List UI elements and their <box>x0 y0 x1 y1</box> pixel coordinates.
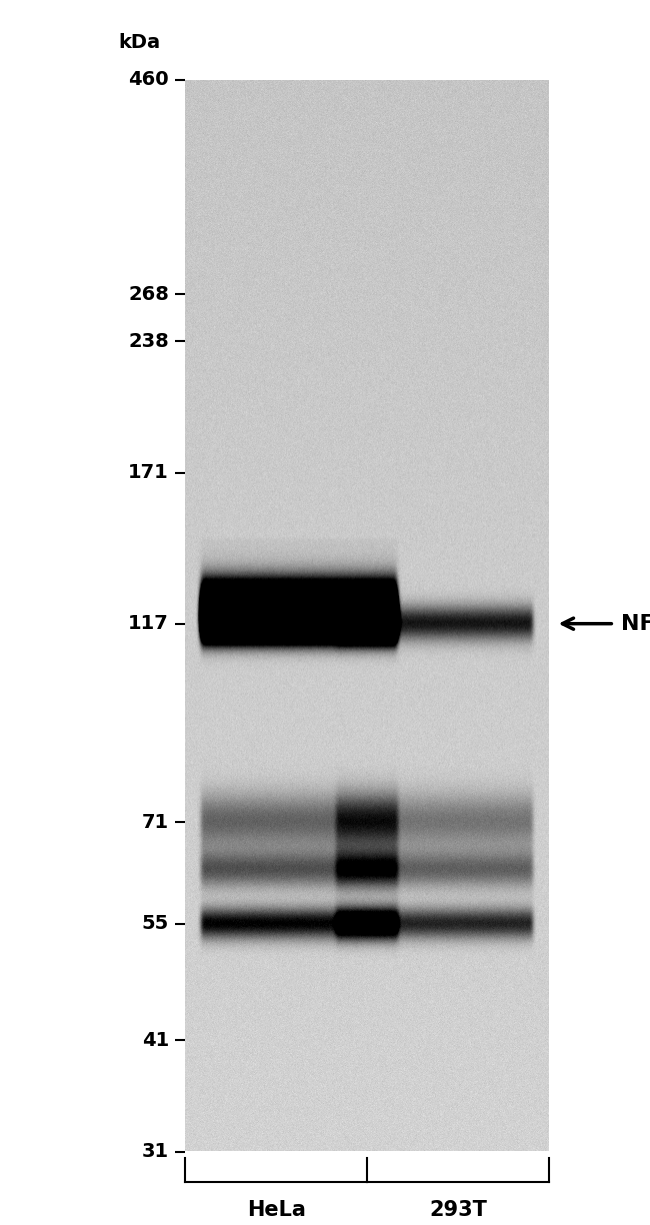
Text: 171: 171 <box>128 463 169 483</box>
Text: 41: 41 <box>142 1031 169 1050</box>
Text: 71: 71 <box>142 812 169 832</box>
Text: 293T: 293T <box>429 1200 488 1220</box>
Text: 31: 31 <box>142 1142 169 1161</box>
Text: 460: 460 <box>128 70 169 89</box>
Text: 268: 268 <box>128 285 169 304</box>
Text: 55: 55 <box>142 914 169 933</box>
Text: 238: 238 <box>128 332 169 352</box>
Text: 117: 117 <box>128 614 169 633</box>
Text: NFAT3: NFAT3 <box>621 614 650 633</box>
Text: kDa: kDa <box>119 33 161 53</box>
Text: HeLa: HeLa <box>247 1200 306 1220</box>
